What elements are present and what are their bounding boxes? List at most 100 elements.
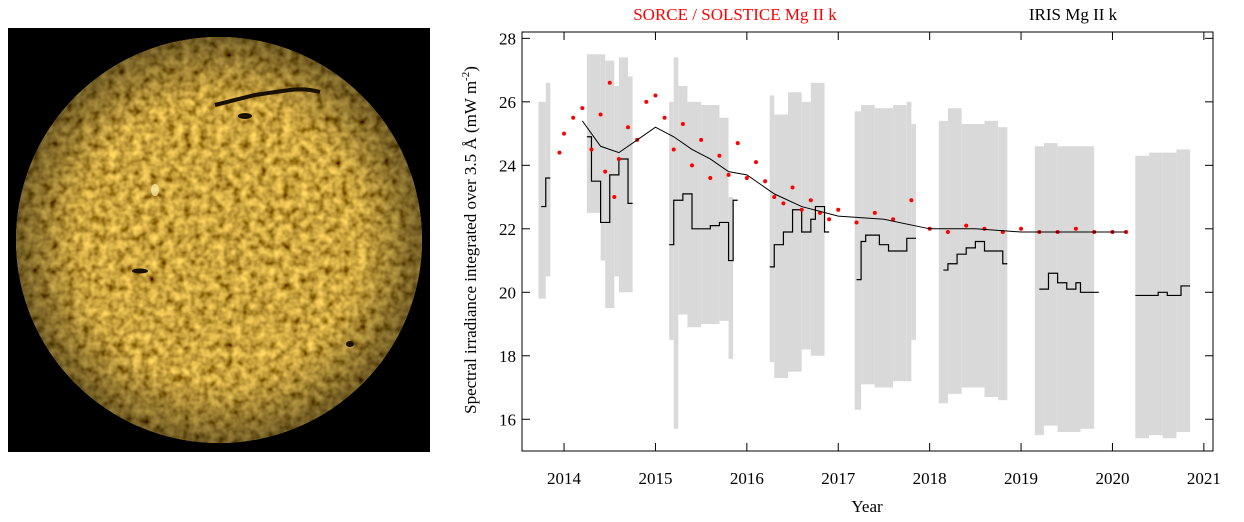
y-axis-label-text: Spectral irradiance integrated over 3.5 … [461, 81, 480, 414]
data-point [772, 195, 777, 200]
data-point [580, 106, 585, 111]
step-line [669, 193, 738, 262]
data-point [827, 217, 832, 222]
filament [214, 87, 321, 107]
range-band [728, 197, 734, 359]
range-band [801, 101, 811, 350]
data-point [603, 169, 608, 174]
data-point [1073, 226, 1078, 231]
range-band [787, 92, 802, 372]
range-band [961, 124, 985, 388]
data-point [644, 99, 649, 104]
x-tick-label: 2019 [1004, 469, 1038, 488]
data-point [562, 131, 567, 136]
x-tick-label: 2021 [1187, 469, 1221, 488]
range-band [618, 57, 629, 293]
dark-spot [238, 113, 252, 119]
plot-frame [521, 31, 1214, 452]
data-point [1019, 226, 1024, 231]
data-point [662, 115, 667, 120]
range-band [861, 105, 875, 385]
x-tick-label: 2015 [638, 469, 672, 488]
smoothed-line [581, 120, 1127, 233]
data-point [626, 125, 631, 130]
range-band [938, 120, 948, 404]
range-band [1043, 143, 1058, 426]
range-band [1034, 146, 1044, 436]
range-band [600, 54, 606, 261]
data-point [735, 141, 740, 146]
data-point [612, 195, 617, 200]
step-line [586, 136, 633, 224]
range-band [538, 101, 546, 299]
data-point [607, 80, 612, 85]
data-point [653, 93, 658, 98]
data-point [690, 163, 695, 168]
y-axis-label-sup: -2 [460, 72, 472, 81]
range-band [673, 57, 679, 429]
x-tick-label: 2018 [913, 469, 947, 488]
data-point [945, 229, 950, 234]
data-point [717, 153, 722, 158]
step-line [541, 177, 551, 208]
range-band [1135, 155, 1150, 439]
step-line [1135, 285, 1191, 297]
legend-title: SORCE / SOLSTICE Mg II k [633, 5, 837, 24]
data-point [589, 147, 594, 152]
y-axis-label: Spectral irradiance integrated over 3.5 … [460, 66, 480, 414]
data-point [790, 185, 795, 190]
range-band [669, 101, 674, 340]
range-band [719, 117, 729, 321]
sun-image [8, 28, 430, 452]
range-band [906, 101, 912, 382]
data-point [763, 179, 768, 184]
data-point [982, 226, 987, 231]
range-band [769, 95, 775, 363]
x-axis-label: Year [851, 497, 883, 516]
step-line [856, 234, 916, 281]
range-band [628, 76, 633, 293]
range-band [774, 114, 788, 378]
step-line [769, 205, 830, 268]
step-line [1039, 272, 1099, 293]
data-point [557, 150, 562, 155]
data-point [854, 220, 859, 225]
data-point [964, 223, 969, 228]
bright-plage [151, 184, 159, 196]
step-line [943, 240, 1008, 271]
range-band [687, 101, 702, 328]
x-tick-label: 2016 [730, 469, 764, 488]
data-point [744, 176, 749, 181]
range-band [1080, 146, 1095, 429]
y-tick-label: 20 [499, 283, 516, 302]
data-point [808, 198, 813, 203]
range-band [545, 82, 551, 277]
y-tick-label: 26 [499, 93, 516, 112]
range-band [1149, 152, 1163, 436]
limb-darkening [16, 37, 422, 443]
y-tick-label: 24 [499, 156, 517, 175]
range-band [947, 108, 962, 394]
data-point [891, 217, 896, 222]
data-point [708, 176, 713, 181]
range-band [984, 120, 999, 398]
data-point [909, 198, 914, 203]
dark-spot [346, 341, 354, 347]
y-tick-label: 18 [499, 347, 516, 366]
range-band [701, 105, 720, 325]
range-band [614, 85, 619, 277]
range-band [893, 105, 907, 382]
x-tick-label: 2020 [1095, 469, 1129, 488]
range-band [586, 54, 601, 213]
data-point [726, 172, 731, 177]
legend-title: IRIS Mg II k [1029, 5, 1118, 24]
data-point [616, 156, 621, 161]
x-tick-label: 2017 [821, 469, 856, 488]
dark-spot [132, 268, 148, 274]
range-band [874, 108, 894, 388]
y-axis-label-end: ) [461, 66, 480, 72]
data-point [781, 201, 786, 206]
range-band [810, 82, 825, 356]
